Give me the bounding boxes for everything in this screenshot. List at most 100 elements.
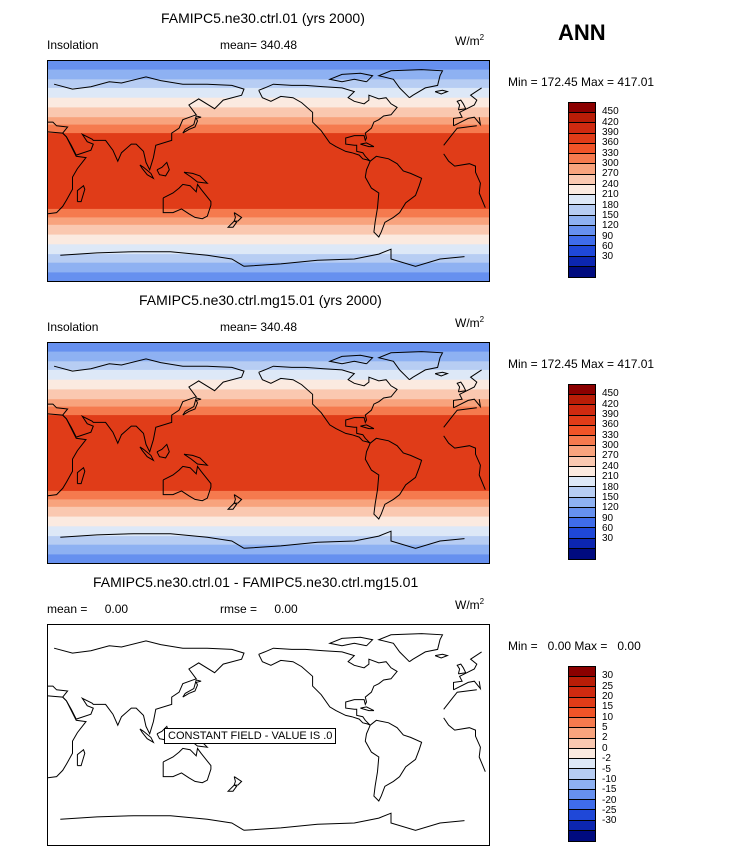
colorbar-tick-label: 2 (602, 732, 608, 744)
colorbar-tick-label: 450 (602, 388, 619, 400)
field-band (48, 133, 489, 210)
coastline-antarctica (243, 530, 465, 549)
colorbar-swatch (569, 266, 595, 277)
panel-1-title: FAMIPC5.ne30.ctrl.01 (yrs 2000) (161, 10, 365, 26)
colorbar-swatch (569, 487, 595, 498)
colorbar-swatch (569, 538, 595, 549)
colorbar-swatch (569, 456, 595, 467)
colorbar-swatch (569, 820, 595, 831)
coastline-southamerica (364, 719, 423, 802)
coastline-japan (182, 115, 202, 134)
panel-3-colorbar (568, 666, 596, 842)
colorbar-swatch (569, 405, 595, 416)
colorbar-tick-label: 240 (602, 460, 619, 472)
panel-3-mean: mean = 0.00 (47, 602, 128, 616)
field-band (48, 516, 489, 527)
field-band (48, 272, 489, 281)
colorbar-swatch (569, 215, 595, 226)
panel-1-minmax: Min = 172.45 Max = 417.01 (508, 75, 655, 89)
field-band (48, 254, 489, 264)
colorbar-swatch (569, 779, 595, 790)
panel-1-unit-base: W/m (455, 34, 480, 48)
colorbar-swatch (569, 718, 595, 729)
coastline-antarctica (60, 815, 245, 831)
panel-2-unit-base: W/m (455, 316, 480, 330)
field-band (48, 399, 489, 408)
colorbar-tick-label: 30 (602, 533, 614, 545)
field-band (48, 234, 489, 245)
field-band (48, 379, 489, 391)
panel-3-unit-base: W/m (455, 598, 480, 612)
colorbar-swatch (569, 425, 595, 437)
constant-field-label: CONSTANT FIELD - VALUE IS .0 (164, 728, 337, 744)
colorbar-swatch (569, 466, 595, 478)
colorbar-tick-label: 120 (602, 502, 619, 514)
coastline-eurasia (48, 76, 245, 172)
field-band (48, 69, 489, 80)
colorbar-swatch (569, 548, 595, 559)
coastline-cuba (360, 424, 375, 430)
field-band (48, 208, 489, 219)
coastline-arctic-islands (328, 72, 374, 83)
coastline-iceland (434, 371, 450, 377)
field-band (48, 499, 489, 508)
colorbar-tick-label: 330 (602, 147, 619, 159)
field-band (48, 97, 489, 109)
colorbar-tick-label: 300 (602, 440, 619, 452)
panel-2-minmax: Min = 172.45 Max = 417.01 (508, 357, 655, 371)
panel-1-mean: mean= 340.48 (220, 38, 297, 52)
field-band (48, 536, 489, 546)
coastline-eurasia (453, 87, 482, 126)
colorbar-swatch (569, 759, 595, 770)
coastline-nzsouth (226, 502, 238, 510)
colorbar-swatch (569, 667, 595, 678)
colorbar-tick-label: 60 (602, 240, 614, 252)
coastline-sumatra (139, 164, 155, 180)
colorbar-tick-label: 180 (602, 481, 619, 493)
colorbar-tick-label: -30 (602, 815, 617, 827)
colorbar-tick-label: 390 (602, 409, 619, 421)
colorbar-swatch (569, 184, 595, 196)
colorbar-tick-label: 360 (602, 137, 619, 149)
coastline-nz (233, 212, 243, 222)
coastline-greenland (377, 633, 444, 663)
field-band (48, 554, 489, 563)
coastline-southamerica (364, 155, 423, 238)
coastline-iceland (434, 89, 450, 95)
field-band (48, 389, 489, 400)
field-band (48, 87, 489, 99)
colorbar-tick-label: 300 (602, 158, 619, 170)
colorbar-tick-label: 10 (602, 711, 614, 723)
field-band (48, 343, 489, 353)
panel-1-units: W/m2 (455, 33, 484, 48)
colorbar-swatch (569, 769, 595, 780)
colorbar-tick-label: 90 (602, 230, 614, 242)
panel-1-mean-label: mean= (220, 38, 258, 52)
coastline-iceland (434, 653, 450, 659)
field-band (48, 506, 489, 518)
field-band (48, 544, 489, 556)
colorbar-tick-label: -10 (602, 773, 617, 785)
colorbar-tick-label: 240 (602, 178, 619, 190)
colorbar-tick-label: -15 (602, 784, 617, 796)
field-band (48, 117, 489, 126)
panel-3-rmse-label: rmse = (220, 602, 258, 616)
colorbar-swatch (569, 395, 595, 406)
coastline-japan (182, 679, 202, 698)
panel-3-unit-exp: 2 (479, 597, 485, 606)
colorbar-swatch (569, 748, 595, 760)
field-band (48, 526, 489, 537)
panel-2-mean: mean= 340.48 (220, 320, 297, 334)
colorbar-swatch (569, 528, 595, 539)
colorbar-tick-label: 20 (602, 691, 614, 703)
coastline-greatbritain (456, 381, 467, 393)
coastline-nzsouth (226, 220, 238, 228)
coastline-greenland (377, 351, 444, 381)
colorbar-swatch (569, 687, 595, 698)
colorbar-swatch (569, 677, 595, 688)
coastline-greatbritain (456, 663, 467, 675)
colorbar-swatch (569, 697, 595, 708)
coastline-africa (443, 717, 486, 772)
coastline-sumatra (139, 446, 155, 462)
colorbar-tick-label: 180 (602, 199, 619, 211)
